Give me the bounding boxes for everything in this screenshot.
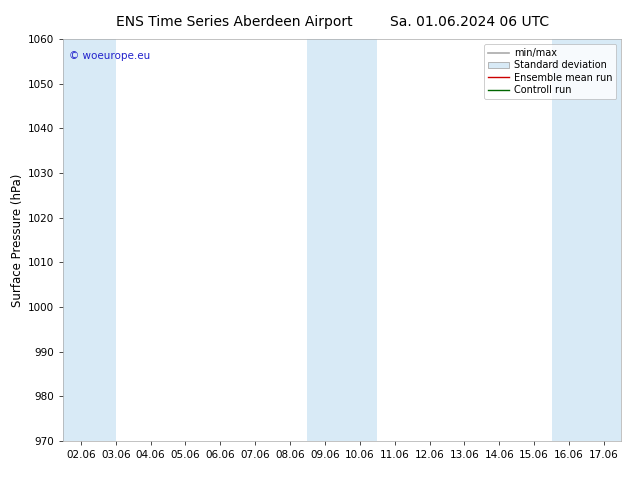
Bar xyxy=(63,39,115,441)
Text: Sa. 01.06.2024 06 UTC: Sa. 01.06.2024 06 UTC xyxy=(390,15,548,29)
Text: ENS Time Series Aberdeen Airport: ENS Time Series Aberdeen Airport xyxy=(116,15,353,29)
Bar xyxy=(307,39,377,441)
Y-axis label: Surface Pressure (hPa): Surface Pressure (hPa) xyxy=(11,173,24,307)
Legend: min/max, Standard deviation, Ensemble mean run, Controll run: min/max, Standard deviation, Ensemble me… xyxy=(484,44,616,99)
Text: © woeurope.eu: © woeurope.eu xyxy=(69,51,150,61)
Bar xyxy=(552,39,621,441)
